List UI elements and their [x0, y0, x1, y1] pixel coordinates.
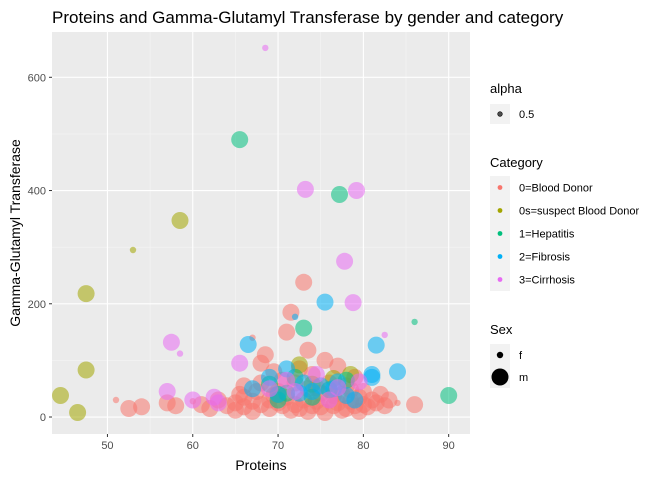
legend-alpha-key [497, 111, 503, 117]
legend-sex-key-f [496, 351, 504, 359]
legend-sex-key-m [491, 368, 509, 386]
x-tick-label: 80 [357, 440, 369, 452]
data-point-series-1 [77, 361, 95, 379]
x-tick-label: 90 [443, 440, 455, 452]
data-point-series-2 [231, 131, 249, 149]
legend-sex-label-m: m [519, 372, 528, 384]
data-point-series-4 [348, 182, 365, 199]
y-tick-label: 200 [28, 299, 46, 311]
chart-title: Proteins and Gamma-Glutamyl Transferase … [52, 8, 564, 27]
data-point-series-4 [296, 180, 314, 198]
legend-alpha-title: alpha [490, 81, 523, 96]
legend-category-key [497, 231, 503, 236]
y-tick-label: 400 [28, 186, 46, 198]
plot-background [52, 32, 470, 434]
data-point-series-0 [252, 354, 270, 372]
data-point-series-4 [381, 331, 388, 339]
legend-sex-title: Sex [490, 322, 513, 337]
x-tick-label: 70 [272, 440, 284, 452]
data-point-series-3 [244, 380, 261, 398]
data-point-series-3 [389, 363, 406, 381]
y-axis-title: Gamma-Glutamyl Transferase [7, 139, 23, 327]
data-point-series-0 [231, 385, 249, 403]
data-point-series-4 [176, 350, 184, 357]
data-point-series-4 [231, 354, 249, 372]
data-point-series-0 [299, 341, 317, 359]
data-point-series-4 [344, 294, 362, 312]
data-point-series-4 [320, 391, 338, 409]
legend-category-label: 3=Cirrhosis [519, 275, 575, 287]
data-point-series-0 [295, 273, 313, 291]
legend-category: Category 0=Blood Donor 0s=suspect Blood D… [490, 155, 639, 291]
legend-category-label: 1=Hepatitis [519, 229, 575, 241]
legend-alpha: alpha 0.5 [490, 81, 534, 124]
y-tick-label: 600 [28, 72, 46, 84]
data-point-series-0 [299, 402, 317, 420]
data-point-series-3 [363, 368, 381, 386]
data-point-series-0 [380, 391, 398, 409]
data-point-series-0 [282, 401, 300, 419]
data-point-series-0 [167, 397, 185, 415]
legend-alpha-label: 0.5 [519, 109, 534, 121]
y-axis: 0 200 400 600 [28, 72, 52, 424]
data-point-series-2 [295, 319, 313, 337]
x-tick-label: 60 [187, 440, 199, 452]
data-point-series-0 [120, 400, 138, 417]
x-axis-title: Proteins [235, 457, 286, 473]
legend-category-label: 2=Fibrosis [519, 252, 571, 264]
legend-category-key [497, 208, 503, 213]
data-point-series-4 [350, 373, 368, 391]
data-point-series-0 [333, 401, 351, 419]
data-point-series-4 [162, 333, 180, 351]
legend-category-title: Category [490, 155, 543, 170]
data-point-series-4 [307, 366, 325, 383]
legend-category-label: 0=Blood Donor [519, 183, 593, 195]
data-point-series-3 [239, 336, 257, 353]
data-point-series-1 [77, 285, 95, 303]
legend-category-label: 0s=suspect Blood Donor [519, 206, 639, 218]
data-point-series-3 [303, 383, 321, 400]
legend-sex-label-f: f [519, 350, 523, 362]
data-point-series-0 [278, 323, 296, 341]
data-point-series-2 [331, 186, 348, 203]
data-point-series-4 [262, 44, 269, 52]
data-point-series-3 [291, 313, 299, 320]
data-point-series-1 [52, 387, 69, 404]
data-point-series-4 [261, 380, 278, 398]
data-point-series-1 [171, 212, 189, 229]
data-point-series-2 [411, 318, 418, 326]
legend-category-key [497, 277, 503, 282]
data-point-series-3 [367, 336, 385, 354]
y-tick-label: 0 [40, 412, 46, 424]
data-point-series-4 [329, 379, 347, 397]
data-point-series-3 [316, 293, 334, 311]
legend-category-key [497, 185, 503, 190]
x-tick-label: 50 [101, 440, 113, 452]
data-point-series-1 [129, 246, 137, 254]
data-point-series-0 [406, 396, 424, 414]
x-axis: 50 60 70 80 90 [101, 434, 455, 452]
data-point-series-2 [440, 387, 458, 404]
data-points [52, 44, 458, 421]
data-point-series-4 [336, 252, 354, 270]
data-point-series-0 [244, 402, 261, 420]
plot-panel [52, 32, 470, 434]
data-point-series-0 [112, 396, 120, 404]
data-point-series-4 [209, 394, 227, 412]
data-point-series-0 [316, 351, 334, 369]
data-point-series-1 [69, 404, 87, 421]
data-point-series-0 [394, 399, 401, 407]
data-point-series-4 [286, 383, 304, 400]
data-point-series-4 [158, 383, 176, 400]
legend-category-key [497, 254, 503, 259]
data-point-series-4 [184, 391, 202, 409]
legend-sex: Sex f m [490, 322, 528, 388]
data-point-series-0 [133, 398, 151, 416]
